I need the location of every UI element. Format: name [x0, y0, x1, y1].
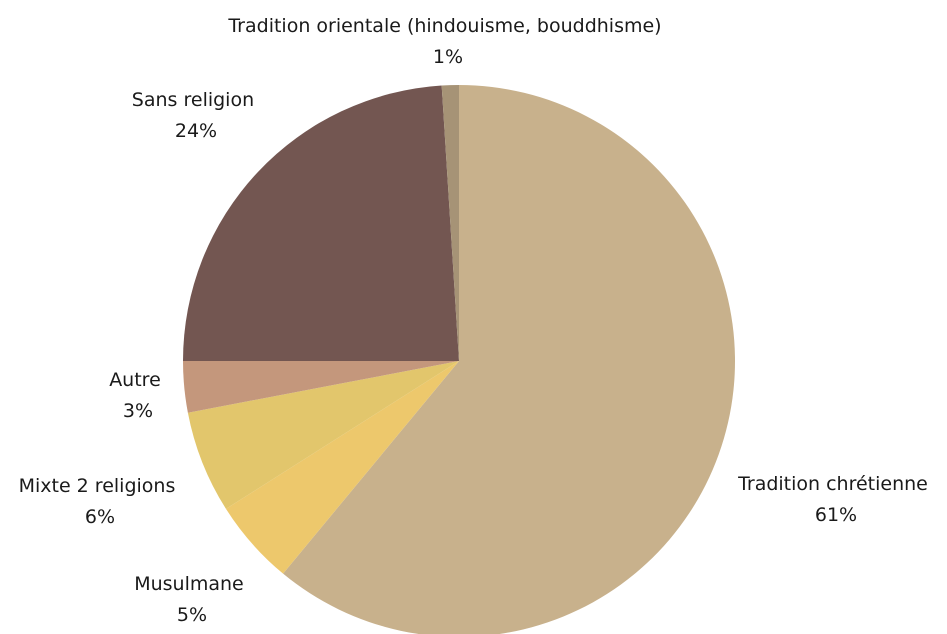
label-sans-religion: Sans religion 24%: [132, 89, 260, 142]
slice-autre: [183, 361, 459, 413]
slice-tradition-orientale-hindouisme-bouddhisme: [441, 85, 459, 361]
slice-musulmane: [225, 361, 459, 574]
slice-tradition-chretienne: [283, 85, 735, 634]
label-autre: Autre 3%: [109, 369, 167, 422]
label-tradition-orientale: Tradition orientale (hindouisme, bouddhi…: [227, 15, 667, 68]
label-mixte-2-religions: Mixte 2 religions 6%: [19, 475, 182, 528]
label-musulmane: Musulmane 5%: [134, 573, 250, 626]
label-tradition-chretienne: Tradition chrétienne 61%: [737, 473, 934, 526]
pie-labels: Tradition chrétienne 61% Musulmane 5% Mi…: [19, 15, 934, 626]
slice-sans-religion: [183, 85, 459, 362]
slice-mixte-2-religions: [187, 361, 459, 509]
pie-slices: [183, 85, 735, 634]
